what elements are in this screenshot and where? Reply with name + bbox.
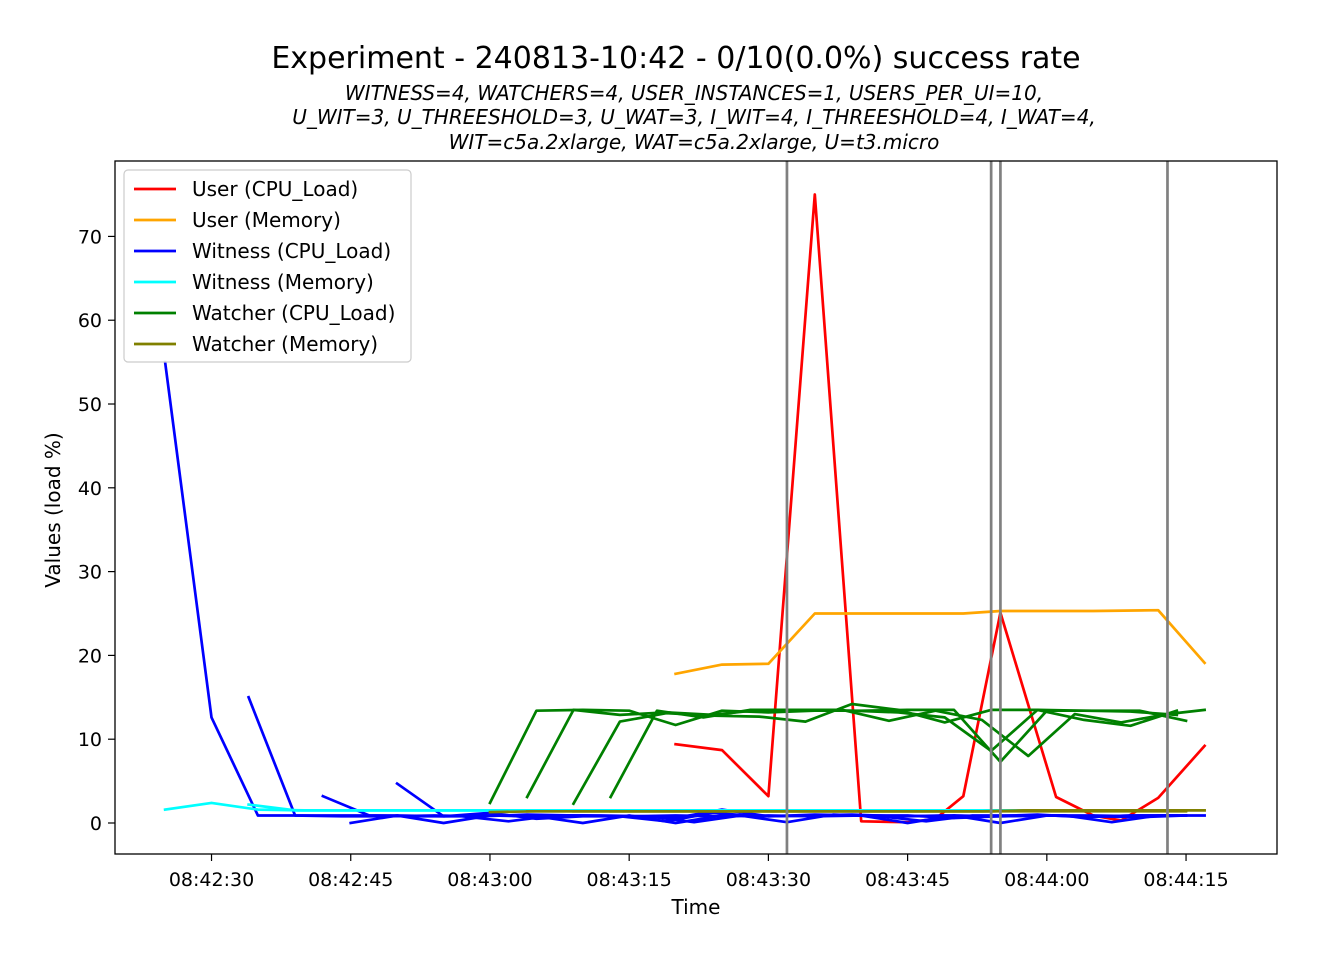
chart-subtitle-line-2: U_WIT=3, U_THREESHOLD=3, U_WAT=3, I_WIT=… xyxy=(292,105,1096,129)
chart-subtitle-line-1: WITNESS=4, WATCHERS=4, USER_INSTANCES=1,… xyxy=(345,81,1043,105)
chart-title: Experiment - 240813-10:42 - 0/10(0.0%) s… xyxy=(271,41,1080,76)
y-tick-label: 50 xyxy=(78,394,102,416)
x-tick-label: 08:44:00 xyxy=(1004,869,1089,891)
chart-subtitle-line-3: WIT=c5a.2xlarge, WAT=c5a.2xlarge, U=t3.m… xyxy=(449,130,940,154)
x-axis-label: Time xyxy=(671,895,721,919)
axes-frame xyxy=(114,160,1278,855)
x-tick-label: 08:43:15 xyxy=(587,869,672,891)
x-tick-label: 08:43:00 xyxy=(447,869,532,891)
x-tick-label: 08:42:30 xyxy=(169,869,254,891)
plot-area xyxy=(163,161,1207,854)
y-tick-label: 10 xyxy=(78,729,102,751)
series-line-user-cpu-load-1 xyxy=(674,193,1207,824)
axes: 08:42:30 08:42:45 08:43:00 08:43:15 08:43:30… xyxy=(78,226,1229,891)
legend-box xyxy=(123,169,412,363)
legend-label-user-memory: User (Memory) xyxy=(192,208,341,232)
series-line-watcher-cpu-load-4 xyxy=(608,708,1207,799)
x-tick-label: 08:43:30 xyxy=(726,869,811,891)
legend-label-watcher-memory: Watcher (Memory) xyxy=(192,332,378,356)
x-tick-label: 08:43:45 xyxy=(865,869,950,891)
series-line-witness-cpu-load-5 xyxy=(395,781,1188,818)
y-tick-label: 40 xyxy=(78,478,102,500)
y-axis-label: Values (load %) xyxy=(41,432,65,587)
series-line-watcher-memory-4 xyxy=(609,809,1206,813)
y-tick-label: 20 xyxy=(78,645,102,667)
legend: User (CPU_Load) User (Memory) Witness (CPU… xyxy=(123,169,412,363)
series-line-user-memory-1 xyxy=(674,608,1207,676)
y-tick-label: 60 xyxy=(78,310,102,332)
x-tick-label: 08:42:45 xyxy=(308,869,393,891)
legend-label-witness-memory: Witness (Memory) xyxy=(192,270,374,294)
y-tick-label: 30 xyxy=(78,562,102,584)
legend-label-watcher-cpu-load: Watcher (CPU_Load) xyxy=(192,301,395,325)
y-tick-label: 0 xyxy=(90,813,102,835)
legend-label-witness-cpu-load: Witness (CPU_Load) xyxy=(192,239,391,263)
x-tick-label: 08:44:15 xyxy=(1143,869,1228,891)
legend-label-user-cpu-load: User (CPU_Load) xyxy=(192,177,358,201)
y-tick-label: 70 xyxy=(78,226,102,248)
